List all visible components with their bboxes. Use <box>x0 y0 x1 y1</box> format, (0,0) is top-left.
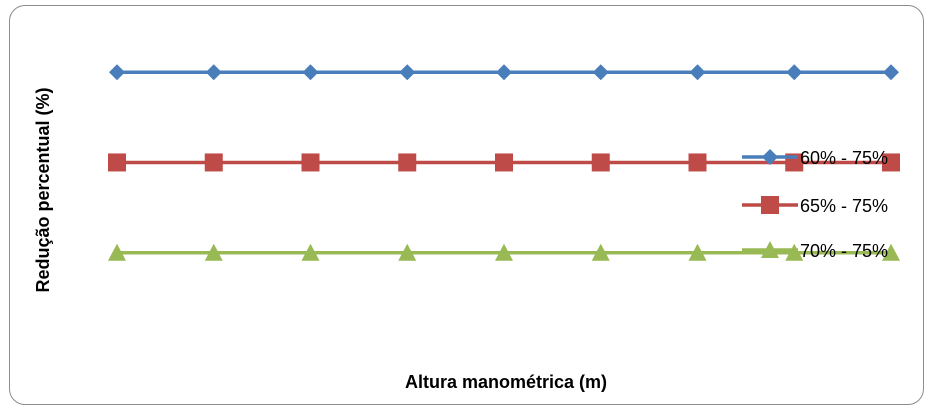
data-point-s3-7 <box>688 243 707 261</box>
data-point-s1-1 <box>109 64 125 81</box>
data-point-s3-3 <box>301 243 320 261</box>
data-point-s1-7 <box>689 64 706 81</box>
series-2 <box>108 153 900 172</box>
data-point-s2-1 <box>108 153 126 172</box>
data-point-s2-3 <box>301 153 320 172</box>
data-point-s1-9 <box>883 64 899 81</box>
series-1 <box>109 64 899 81</box>
data-point-s2-7 <box>688 153 707 172</box>
data-point-s3-6 <box>591 243 610 261</box>
series-3 <box>108 243 900 261</box>
data-point-s3-2 <box>204 243 223 261</box>
legend-entry-3: 70% - 75% <box>742 241 888 261</box>
legend-marker-1 <box>762 149 778 165</box>
legend-marker-3 <box>761 241 779 258</box>
data-point-s1-6 <box>592 64 609 81</box>
data-point-s3-4 <box>398 243 417 261</box>
data-point-s1-4 <box>399 64 416 81</box>
legend-label-2: 65% - 75% <box>800 196 888 216</box>
line-chart: 60% - 75% 65% - 75% 70% - 75% Altura manom… <box>33 64 900 392</box>
legend: 60% - 75% 65% - 75% 70% - 75% <box>742 148 888 261</box>
data-point-s3-5 <box>495 243 513 261</box>
data-point-s3-1 <box>108 243 126 261</box>
data-point-s2-5 <box>495 153 513 172</box>
x-axis-title: Altura manométrica (m) <box>405 372 607 392</box>
data-point-s1-3 <box>302 64 319 81</box>
legend-entry-2: 65% - 75% <box>742 196 888 216</box>
data-point-s2-9 <box>882 153 900 172</box>
data-point-s2-6 <box>591 153 610 172</box>
data-point-s1-2 <box>205 64 222 81</box>
data-point-s3-8 <box>785 243 804 261</box>
data-point-s1-5 <box>496 64 512 81</box>
legend-label-3: 70% - 75% <box>800 241 888 261</box>
data-point-s3-9 <box>882 243 900 261</box>
legend-marker-2 <box>761 196 779 214</box>
y-axis-title: Redução percentual (%) <box>33 87 53 292</box>
plot-area <box>108 64 900 261</box>
legend-entry-1: 60% - 75% <box>742 148 888 168</box>
data-point-s2-4 <box>398 153 417 172</box>
data-point-s2-2 <box>204 153 223 172</box>
data-point-s1-8 <box>786 64 803 81</box>
legend-label-1: 60% - 75% <box>800 148 888 168</box>
